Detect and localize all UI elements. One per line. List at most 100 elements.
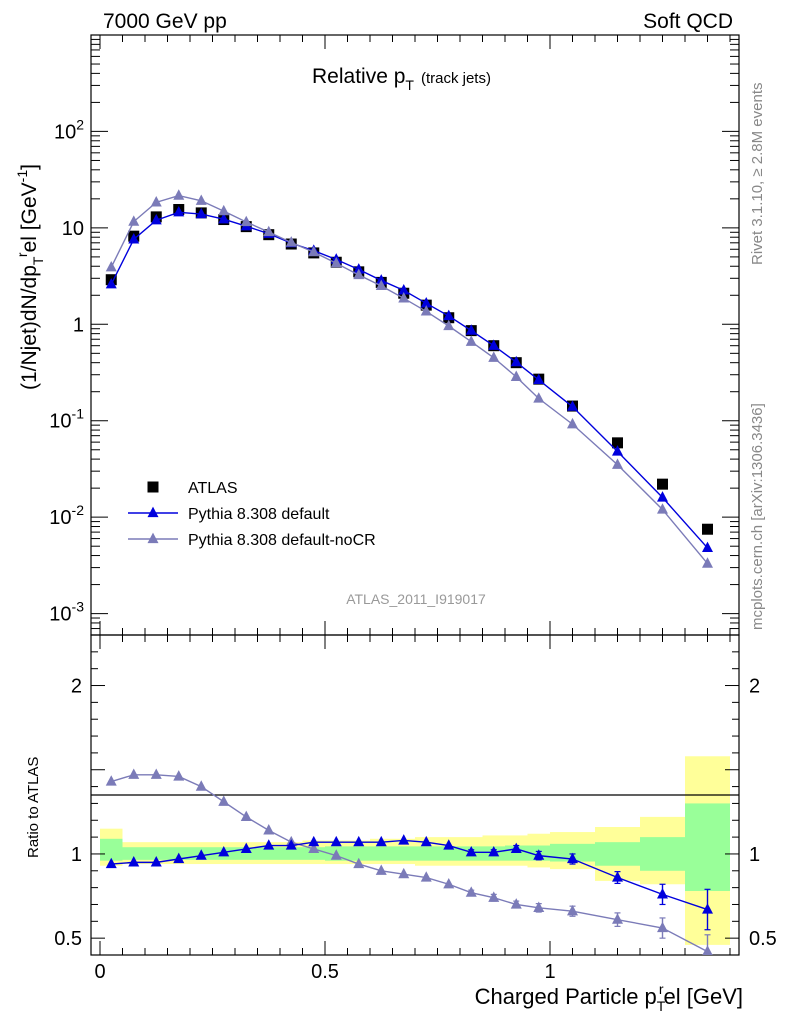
data-point: [657, 503, 668, 514]
data-point: [420, 305, 432, 316]
ratio-y-tick-label-left: 1: [71, 844, 82, 866]
data-point: [702, 903, 713, 914]
legend-item: Pythia 8.308 default: [128, 506, 330, 523]
data-point: [567, 400, 578, 411]
mcplots-source-label: mcplots.cern.ch [arXiv:1306.3436]: [749, 403, 766, 630]
data-point: [105, 260, 117, 272]
x-tick-labels: 0 0.5 1: [94, 961, 555, 983]
band-green-bin: [257, 847, 280, 860]
series-line: [110, 194, 709, 565]
ratio-y-axis-label: Ratio to ATLAS: [25, 757, 42, 858]
data-point: [612, 437, 623, 449]
main-plot-title: Relative pT (track jets): [312, 65, 491, 93]
data-point: [510, 370, 522, 381]
data-point: [510, 842, 522, 854]
data-point: [263, 225, 275, 237]
data-point: [567, 417, 578, 429]
analysis-watermark: ATLAS_2011_I919017: [346, 591, 486, 607]
data-point: [465, 886, 477, 897]
data-point: [398, 834, 410, 845]
data-point: [488, 891, 500, 902]
data-point: [533, 849, 545, 860]
band-green-bin: [437, 846, 460, 861]
main-y-tick-label: 10: [62, 218, 84, 240]
band-green-bin: [122, 847, 145, 860]
title-subscript: T: [405, 77, 414, 93]
ratio-series-pythia-8-308-default-nocr: [105, 768, 713, 955]
data-point: [240, 810, 252, 822]
legend-label: Pythia 8.308 default-noCR: [188, 532, 376, 549]
data-point: [510, 355, 522, 367]
data-point: [465, 335, 477, 346]
data-point: [702, 541, 713, 553]
ratio-y-tick-label-right: 0.5: [749, 928, 777, 950]
data-point: [308, 842, 320, 854]
data-point: [657, 921, 668, 933]
legend-label: Pythia 8.308 default: [188, 506, 330, 523]
header-right-label: Soft QCD: [643, 10, 733, 33]
data-point: [150, 768, 162, 779]
data-point: [375, 835, 387, 847]
data-point: [657, 491, 668, 502]
data-point: [195, 780, 207, 791]
data-point: [330, 256, 342, 268]
series-pythia-8-308-default: [105, 205, 713, 553]
data-point: [375, 279, 387, 291]
data-point: [285, 839, 297, 850]
data-point: [420, 835, 432, 847]
legend-label: ATLAS: [188, 480, 238, 497]
legend-item: Pythia 8.308 default-noCR: [128, 532, 376, 549]
data-point: [612, 445, 623, 456]
data-point: [173, 852, 185, 864]
band-green-bin: [415, 846, 438, 861]
data-point: [150, 856, 162, 867]
data-point: [173, 205, 185, 217]
main-y-tick-label: 102: [54, 116, 84, 143]
ratio-line: [111, 774, 708, 953]
header-left-label: 7000 GeV pp: [103, 10, 227, 33]
data-point: [195, 207, 207, 219]
band-green-bin: [640, 837, 685, 871]
data-point: [420, 871, 432, 882]
data-point: [263, 824, 275, 835]
data-point: [702, 945, 713, 955]
data-point: [240, 842, 252, 854]
data-point: [147, 481, 159, 493]
ratio-uncertainty-bands: [100, 756, 730, 945]
ratio-y-tick-label-right: 1: [749, 844, 760, 866]
title-suffix: (track jets): [421, 70, 491, 87]
data-point: [488, 339, 500, 350]
band-green-bin: [280, 847, 303, 860]
data-point: [150, 196, 162, 207]
data-point: [657, 478, 668, 490]
band-green-bin: [347, 846, 370, 861]
main-y-axis-label: (1/Njet)dN/dpTrel [GeV-1]: [14, 164, 46, 390]
data-point: [702, 557, 713, 568]
data-point: [128, 768, 140, 779]
ratio-series-pythia-8-308-default: [105, 834, 713, 931]
legend: ATLAS Pythia 8.308 default Pythia 8.308 de…: [128, 480, 376, 549]
data-point: [218, 212, 230, 224]
main-y-tick-label: 10-3: [49, 599, 84, 626]
band-green-bin: [370, 846, 393, 861]
series-pythia-8-308-default-nocr: [105, 189, 713, 568]
data-point: [612, 871, 623, 882]
data-point: [195, 194, 207, 205]
data-point: [353, 857, 365, 869]
ratio-series-group: [105, 768, 713, 955]
x-axis-label: Charged Particle pTrel [GeV]: [475, 981, 743, 1014]
data-point: [128, 233, 140, 244]
data-point: [398, 867, 410, 879]
series-line: [110, 211, 709, 549]
data-point: [398, 291, 410, 303]
legend-item: ATLAS: [147, 480, 238, 497]
data-point: [105, 277, 117, 289]
ratio-line: [111, 839, 708, 911]
data-point: [308, 245, 320, 257]
data-point: [443, 839, 455, 850]
main-y-tick-label: 1: [73, 314, 84, 336]
band-green-bin: [392, 846, 415, 861]
data-point: [285, 236, 297, 247]
data-point: [488, 845, 500, 857]
